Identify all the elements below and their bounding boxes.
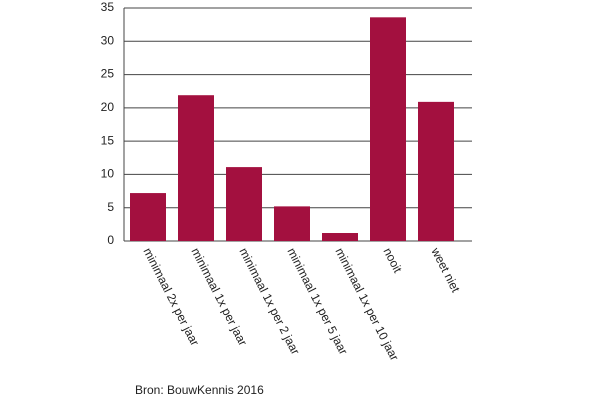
source-note: Bron: BouwKennis 2016 <box>135 383 264 397</box>
x-tick-label: minimaal 2x per jaar <box>141 245 203 348</box>
y-tick-label: 35 <box>101 0 115 14</box>
bar <box>370 17 406 241</box>
y-tick-label: 5 <box>107 200 114 214</box>
y-tick-label: 10 <box>101 167 115 181</box>
x-tick-label: nooit <box>381 245 406 275</box>
bar <box>274 206 310 241</box>
bar <box>130 193 166 241</box>
y-tick-label: 25 <box>101 67 115 81</box>
y-tick-label: 0 <box>107 233 114 247</box>
y-tick-label: 15 <box>101 133 115 147</box>
bar <box>322 233 358 241</box>
x-tick-label: weet niet <box>428 245 463 296</box>
bar <box>226 167 262 241</box>
bar <box>418 101 454 241</box>
y-tick-label: 30 <box>101 33 115 47</box>
bar <box>178 95 214 241</box>
y-tick-label: 20 <box>101 100 115 114</box>
